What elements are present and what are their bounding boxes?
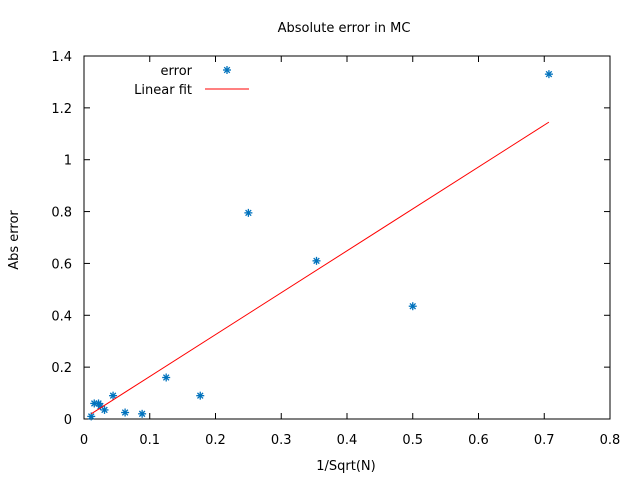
x-tick-label: 0.1 <box>139 433 160 448</box>
marker-stroke <box>245 209 252 217</box>
chart-title: Absolute error in MC <box>278 21 411 36</box>
marker-stroke <box>138 410 146 418</box>
data-point <box>138 409 147 418</box>
marker-stroke <box>97 402 104 410</box>
data-point <box>100 405 109 414</box>
marker-stroke <box>196 392 204 399</box>
data-point <box>196 391 205 400</box>
y-tick-label: 0.8 <box>51 206 72 221</box>
y-tick-label: 0 <box>64 413 72 428</box>
x-tick-label: 0.8 <box>600 433 621 448</box>
x-tick-label: 0.4 <box>337 433 358 448</box>
data-point <box>544 70 553 79</box>
plot-area <box>83 55 611 420</box>
marker-stroke <box>101 406 108 414</box>
data-point <box>87 412 96 421</box>
y-tick-label: 0.2 <box>51 361 72 376</box>
y-tick-label: 1 <box>64 154 72 169</box>
y-tick-label: 1.2 <box>51 102 72 117</box>
series-layer <box>87 70 553 421</box>
data-point <box>312 256 321 265</box>
data-point <box>109 391 118 400</box>
marker-stroke <box>87 413 95 420</box>
data-point <box>121 408 130 417</box>
x-axis-label: 1/Sqrt(N) <box>316 459 375 474</box>
legend: error Linear fit <box>134 64 249 98</box>
data-point <box>408 302 417 311</box>
plot-border <box>83 55 611 420</box>
fit-line <box>90 121 550 415</box>
x-tick-label: 0.5 <box>402 433 423 448</box>
legend-label: Linear fit <box>134 83 192 98</box>
x-tick-label: 0 <box>80 433 88 448</box>
x-tick-label: 0.7 <box>534 433 555 448</box>
x-tick-label: 0.6 <box>468 433 489 448</box>
y-tick-label: 1.4 <box>51 50 72 65</box>
marker-stroke <box>121 409 129 416</box>
marker-stroke <box>109 392 117 399</box>
data-point <box>162 373 171 382</box>
marker-stroke <box>409 302 417 310</box>
y-tick-label: 0.6 <box>51 257 72 272</box>
marker-stroke <box>223 66 231 74</box>
marker-stroke <box>313 257 320 265</box>
marker-stroke <box>545 70 553 78</box>
y-tick-label: 0.4 <box>51 309 72 324</box>
x-tick-label: 0.2 <box>205 433 226 448</box>
axis-ticks: 0 0.1 0.2 0.3 0.4 0.5 0.6 0.7 0.8 0 0.2 0.4 0.6 0.8 1 1… <box>51 50 620 448</box>
legend-marker-asterisk <box>223 66 231 74</box>
y-axis-label: Abs error <box>7 210 22 270</box>
marker-stroke <box>162 374 170 381</box>
legend-label: error <box>161 64 193 79</box>
data-point <box>244 208 253 217</box>
x-tick-label: 0.3 <box>271 433 292 448</box>
